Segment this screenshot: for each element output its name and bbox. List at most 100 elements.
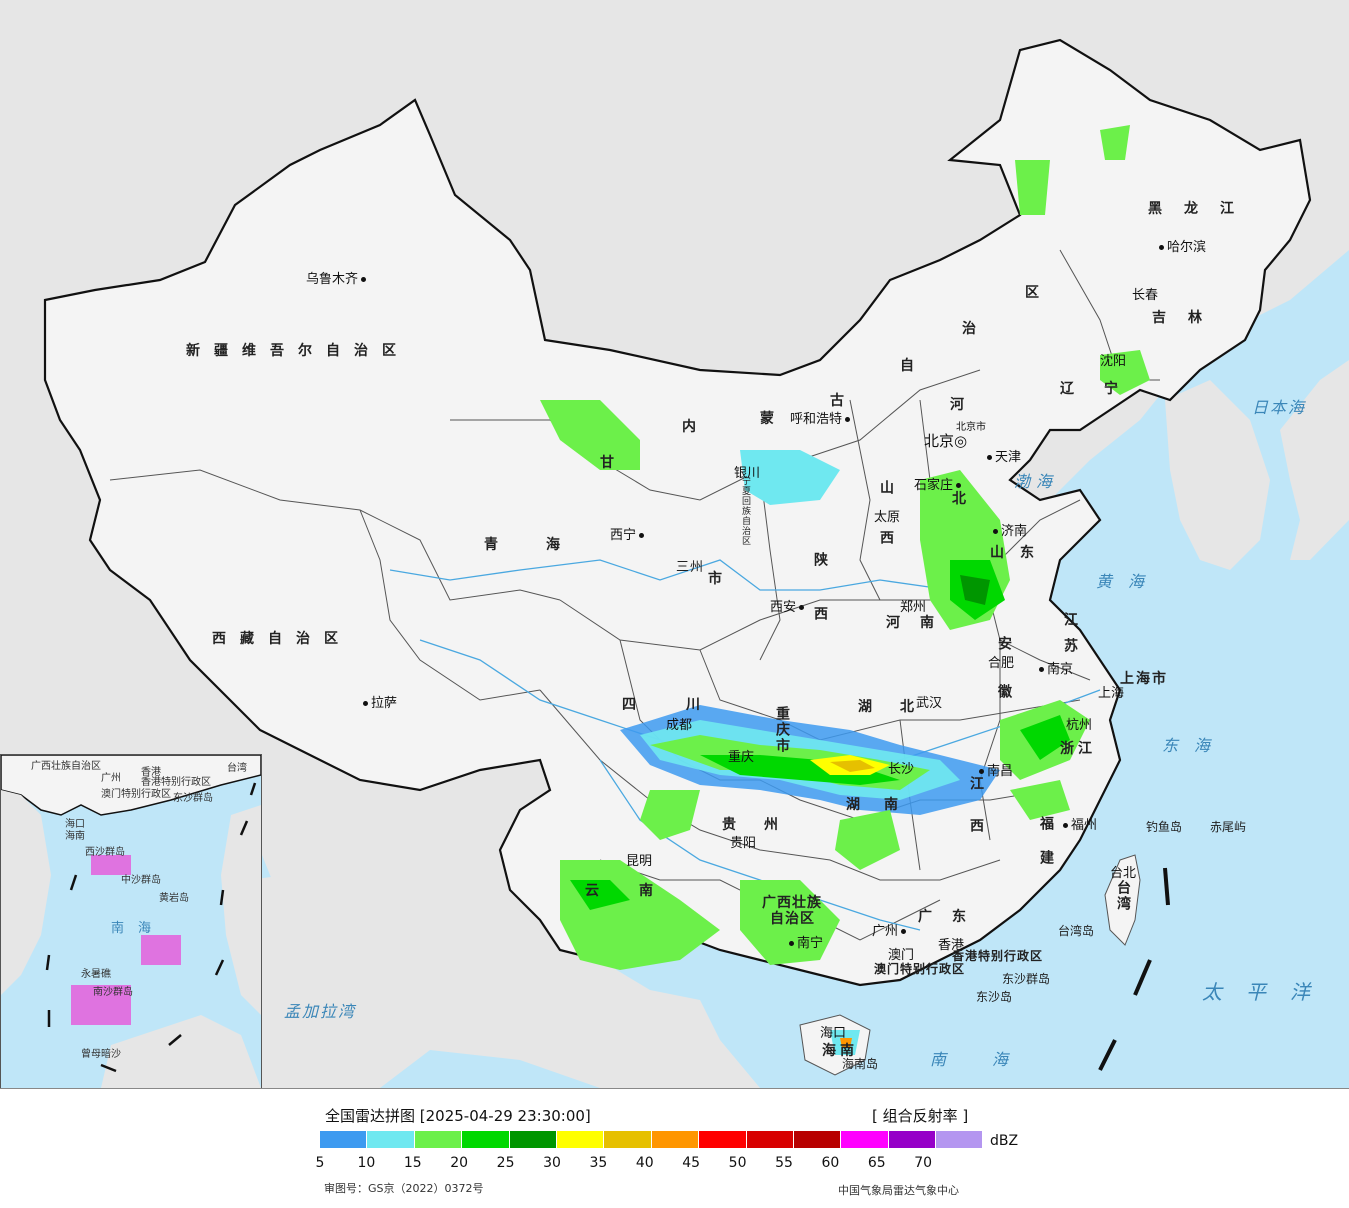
city-name: 成都 [666, 718, 693, 733]
tick-label: 5 [315, 1155, 325, 1171]
legend-title: 全国雷达拼图 [2025-04-29 23:30:00] [325, 1107, 591, 1125]
city-name: 上海 [1098, 686, 1125, 701]
city-name: 哈尔滨 [1167, 240, 1207, 255]
city-name: 乌鲁木齐 [306, 272, 359, 287]
city-dot [987, 455, 992, 460]
tick-label: 10 [357, 1155, 376, 1171]
city-label: 合肥 [988, 652, 1014, 671]
province-label-shanxi: 山西 [878, 480, 894, 580]
city-name: 北京 [924, 432, 955, 450]
sea-label-east: 东海 [1162, 736, 1227, 755]
city-name: 海口 [820, 1026, 847, 1041]
city-name: 贵阳 [730, 836, 757, 851]
province-label-henan: 河南 [886, 615, 954, 631]
province-label-liaoning: 辽宁 [1060, 381, 1148, 397]
sea-label-pacific: 太平洋 [1202, 980, 1334, 1004]
city-label: 太原 [874, 506, 900, 525]
inset-label: 广西壮族自治区 [31, 761, 101, 772]
tick-label: 65 [867, 1155, 886, 1171]
province-label-heilongjiang: 黑龙江 [1148, 201, 1256, 217]
inset-label: 广州 [101, 773, 121, 784]
city-label: 长春 [1132, 284, 1158, 303]
city-dot [789, 941, 794, 946]
province-label-qinghai: 青海 [484, 537, 608, 553]
color-swatch-70 [936, 1131, 984, 1148]
city-label: 台北 [1110, 862, 1136, 881]
island-label: 东沙群岛 [1002, 972, 1051, 986]
color-swatch-30 [556, 1131, 605, 1148]
inset-label: 香港 [141, 767, 161, 778]
color-swatch-35 [604, 1131, 652, 1148]
tick-label: 55 [775, 1155, 793, 1171]
province-label-neimenggu-5: 治 [962, 321, 990, 337]
inset-label: 南沙群岛 [93, 987, 133, 998]
city-label: 乌鲁木齐 [306, 268, 369, 287]
legend: 全国雷达拼图 [2025-04-29 23:30:00] [ 组合反射率 ] d… [0, 1089, 1349, 1208]
city-label: 呼和浩特 [790, 408, 853, 427]
south-china-sea-inset: 广西壮族自治区 广州 香港 台湾 澳门特别行政区 香港特别行政区 东沙群岛 海口… [0, 754, 262, 1088]
province-label-sichuan: 四川 [622, 697, 750, 713]
province-label-gansu-city: 三州 [676, 560, 705, 575]
inset-borneo [101, 1015, 261, 1088]
province-label-yunnan: 云南 [585, 883, 693, 899]
city-name: 郑州 [900, 600, 927, 615]
province-label-hebei-2: 北 [952, 491, 980, 507]
city-dot [1063, 823, 1068, 828]
inset-label: 南海 [111, 921, 166, 936]
city-label: 海口 [820, 1022, 846, 1041]
tick-label: 40 [635, 1155, 654, 1171]
city-label: 西安 [770, 596, 807, 615]
city-name: 长春 [1132, 288, 1159, 303]
province-label-guangdong: 广东 [918, 909, 986, 925]
province-label-shaanxi: 陕西 [812, 552, 828, 660]
agency-credit: 中国气象局雷达气象中心 [838, 1184, 959, 1197]
inset-label: 海口 [65, 819, 85, 830]
city-label: 成都 [666, 714, 692, 733]
city-dot [1039, 667, 1044, 672]
inset-label: 香港特别行政区 [141, 777, 211, 788]
city-dot [1159, 245, 1164, 250]
province-label-taiwan: 台湾 [1115, 880, 1131, 912]
inset-label: 中沙群岛 [121, 875, 161, 886]
inset-canvas [1, 755, 261, 1088]
color-swatch-10 [367, 1131, 415, 1148]
city-name: 长沙 [888, 762, 915, 777]
city-dot [361, 277, 367, 282]
city-dot [363, 701, 368, 706]
korea-peninsula [1165, 380, 1270, 570]
inset-label: 西沙群岛 [85, 847, 125, 858]
city-label: 沈阳 [1100, 350, 1126, 369]
sea-label-yellow: 黄海 [1096, 572, 1161, 591]
city-name: 南京 [1047, 662, 1074, 677]
legend-product-type: [ 组合反射率 ] [872, 1107, 969, 1125]
city-name: 澳门 [888, 948, 915, 963]
color-swatch-55 [793, 1131, 842, 1148]
city-dot [845, 417, 851, 422]
inset-label: 黄岩岛 [159, 893, 189, 904]
color-swatch-60 [841, 1131, 889, 1148]
city-label: 北京市 [956, 418, 986, 433]
color-swatch-65 [888, 1131, 937, 1148]
color-swatch-45 [699, 1131, 747, 1148]
city-name: 沈阳 [1100, 354, 1127, 369]
city-dot [979, 769, 984, 774]
city-label: 石家庄 [914, 474, 964, 493]
province-label-gansu: 甘 [600, 455, 628, 471]
tick-label: 15 [403, 1155, 422, 1171]
province-label-neimenggu-2: 蒙 [760, 411, 788, 427]
province-label-guangxi-1: 广西壮族 [762, 895, 822, 911]
province-label-jiangsu: 江苏 [1062, 612, 1078, 664]
map-canvas [0, 0, 1349, 1088]
sea-label-bohai: 渤海 [1014, 472, 1059, 491]
sea-label-japan: 日本海 [1252, 398, 1307, 417]
province-label-chongqing: 重庆市 [774, 706, 790, 754]
province-label-hainan: 海南 [822, 1043, 858, 1059]
province-label-macau: 澳门特别行政区 [874, 962, 966, 976]
radar-map[interactable]: 新疆维吾尔自治区 西藏自治区 青海 甘 内 蒙 古 自 治 区 黑龙江 吉林 辽… [0, 0, 1349, 1089]
inset-philippines [221, 805, 261, 1015]
city-label: 昆明 [626, 850, 652, 869]
inset-label: 台湾 [227, 763, 247, 774]
tick-label: 35 [589, 1155, 608, 1171]
province-label-guizhou: 贵州 [722, 817, 806, 833]
city-dot [956, 483, 962, 488]
